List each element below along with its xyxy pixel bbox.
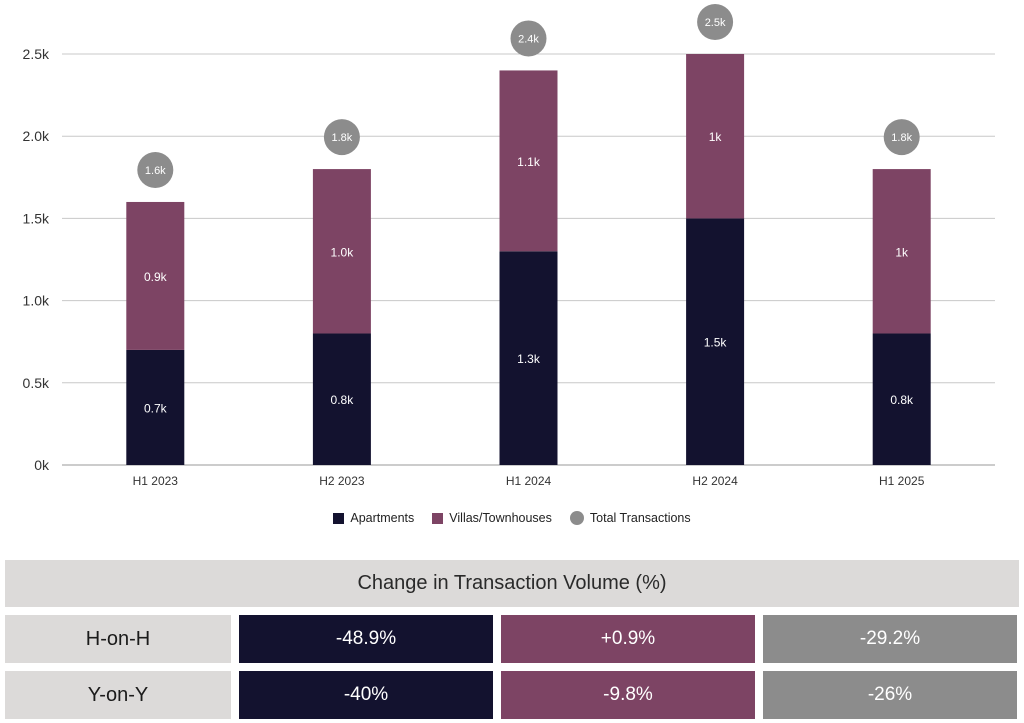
- legend-total: Total Transactions: [569, 511, 691, 525]
- data-label-villas: 1.0k: [331, 245, 355, 259]
- legend-apartments: Apartments: [333, 511, 414, 525]
- change-table-title: Change in Transaction Volume (%): [5, 560, 1019, 607]
- y-tick-label: 0.5k: [23, 375, 50, 391]
- data-label-apartments: 0.7k: [144, 401, 168, 415]
- x-tick-label: H2 2024: [692, 474, 738, 488]
- cell-hon-h-apartments: -48.9%: [239, 615, 493, 663]
- row-label-yon-y: Y-on-Y: [5, 671, 231, 719]
- total-bubble: [883, 119, 920, 156]
- legend-swatch-total: [569, 511, 584, 525]
- chart-legend: Apartments Villas/Townhouses Total Trans…: [0, 508, 1024, 528]
- total-label: 1.8k: [891, 132, 912, 144]
- total-label: 1.6k: [145, 165, 166, 177]
- cell-yon-y-apartments: -40%: [239, 671, 493, 719]
- bar-apartments: [686, 218, 745, 465]
- change-table: Change in Transaction Volume (%) H-on-H …: [5, 560, 1019, 719]
- table-row-hon-h: H-on-H -48.9% +0.9% -29.2%: [5, 615, 1019, 663]
- row-label-hon-h: H-on-H: [5, 615, 231, 663]
- bar-villas: [499, 70, 558, 252]
- legend-label-villas: Villas/Townhouses: [449, 511, 552, 525]
- legend-label-total: Total Transactions: [589, 511, 691, 525]
- cell-hon-h-total: -29.2%: [763, 615, 1017, 663]
- data-label-apartments: 0.8k: [890, 393, 914, 407]
- x-tick-label: H1 2023: [133, 474, 179, 488]
- x-tick-label: H1 2025: [879, 474, 925, 488]
- y-tick-label: 1.5k: [23, 210, 50, 226]
- bar-villas: [872, 169, 931, 334]
- cell-hon-h-villas: +0.9%: [501, 615, 755, 663]
- table-row-yon-y: Y-on-Y -40% -9.8% -26%: [5, 671, 1019, 719]
- bar-apartments: [872, 333, 931, 465]
- legend-villas: Villas/Townhouses: [432, 511, 552, 525]
- data-label-apartments: 0.8k: [331, 393, 355, 407]
- data-label-villas: 1k: [709, 130, 723, 144]
- legend-swatch-villas: [432, 512, 444, 524]
- bar-apartments: [312, 333, 371, 465]
- total-bubble: [137, 151, 174, 188]
- stacked-bar-chart: 0k 0.5k 1.0k 1.5k 2.0k 2.5k 0.7k 0.9k 1.6k H1 202…: [23, 4, 995, 488]
- total-label: 1.8k: [332, 132, 353, 144]
- legend-swatch-apartments: [333, 512, 345, 524]
- cell-yon-y-villas: -9.8%: [501, 671, 755, 719]
- bar-villas: [126, 201, 185, 350]
- data-label-villas: 1.1k: [517, 155, 541, 169]
- x-tick-label: H1 2024: [506, 474, 552, 488]
- x-tick-label: H2 2023: [319, 474, 365, 488]
- y-tick-label: 0k: [34, 457, 50, 473]
- data-label-apartments: 1.3k: [517, 352, 541, 366]
- data-label-villas: 0.9k: [144, 270, 168, 284]
- y-tick-label: 2.5k: [23, 46, 50, 62]
- bar-villas: [312, 169, 371, 334]
- y-tick-label: 1.0k: [23, 293, 50, 309]
- bar-apartments: [126, 349, 185, 465]
- total-bubble: [697, 4, 734, 40]
- total-label: 2.4k: [518, 33, 539, 45]
- bar-apartments: [499, 251, 558, 465]
- total-bubble: [510, 20, 547, 57]
- total-label: 2.5k: [705, 17, 726, 29]
- data-label-villas: 1k: [895, 245, 909, 259]
- cell-yon-y-total: -26%: [763, 671, 1017, 719]
- bar-villas: [686, 54, 745, 219]
- total-bubble: [323, 119, 360, 156]
- legend-label-apartments: Apartments: [350, 511, 415, 525]
- y-tick-label: 2.0k: [23, 128, 50, 144]
- data-label-apartments: 1.5k: [704, 336, 728, 350]
